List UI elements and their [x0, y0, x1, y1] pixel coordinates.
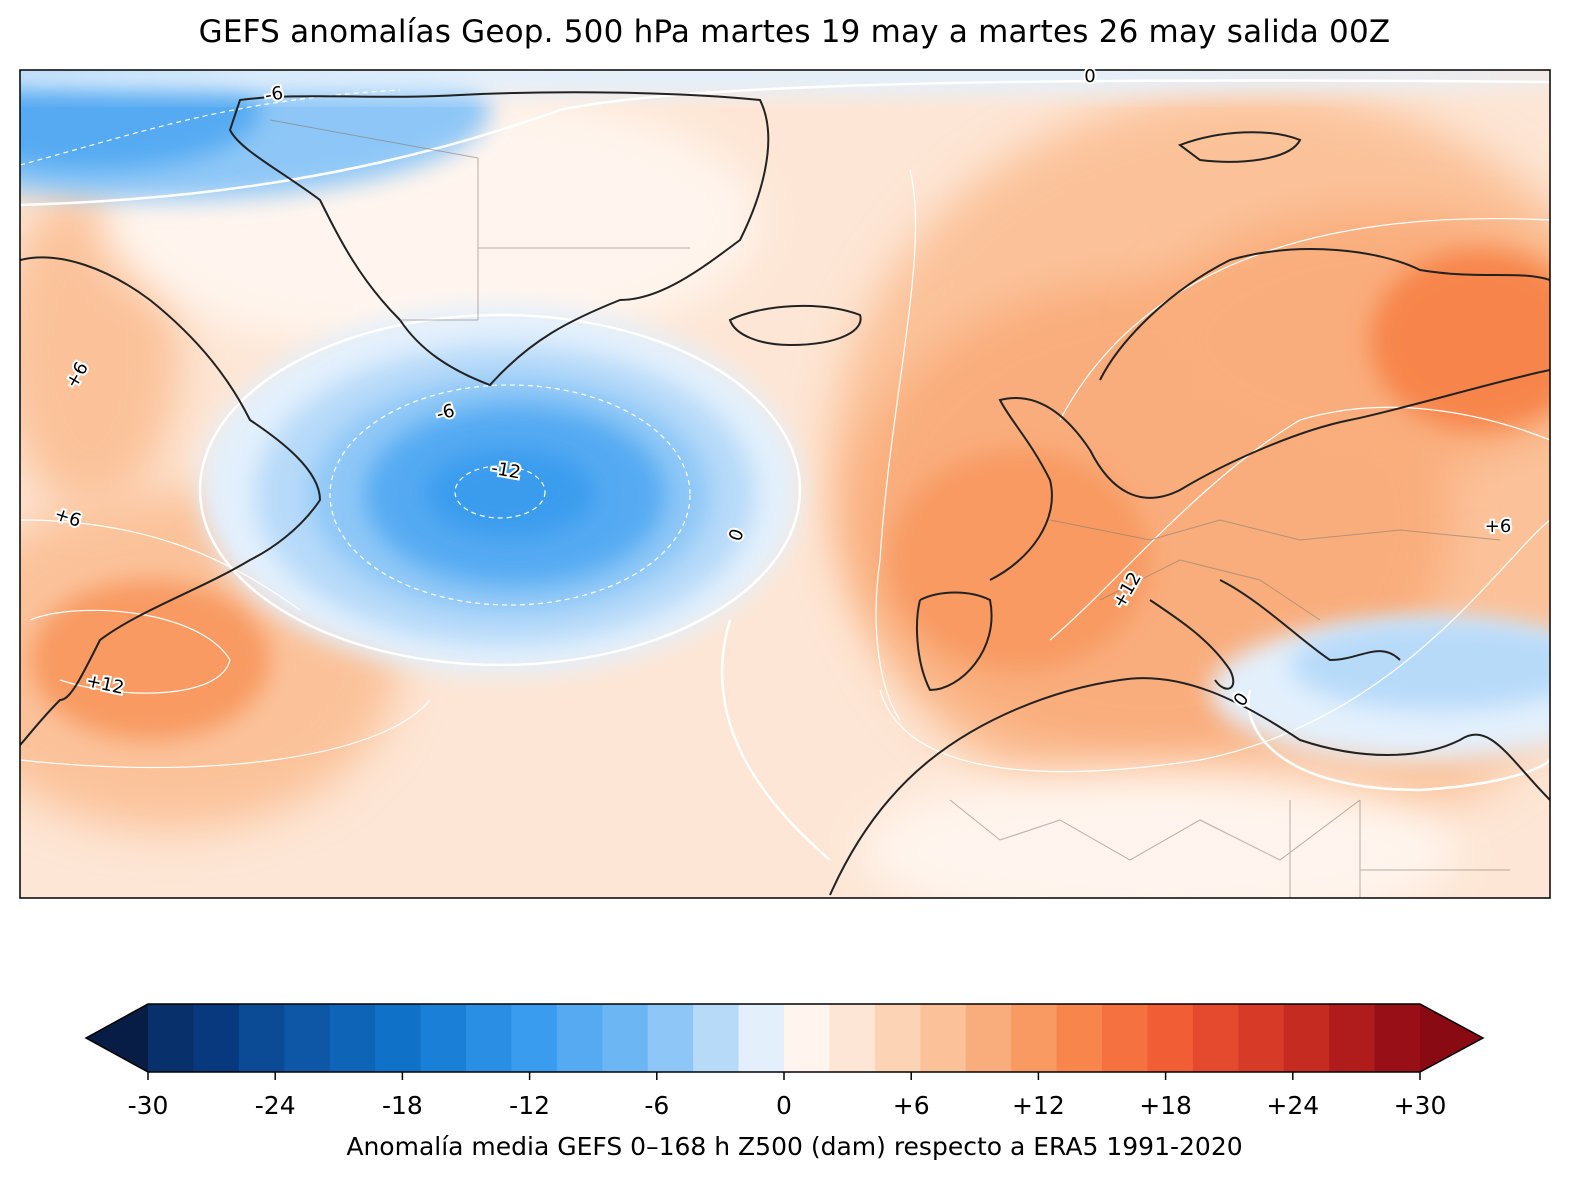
- colorbar-ticks: -30 -24 -18 -12 -6 0 +6 +12 +18 +24 +30: [128, 1072, 1447, 1120]
- colorbar-tick-label: -12: [509, 1091, 550, 1120]
- italy-coast: [1149, 599, 1235, 690]
- colorbar-block: [238, 1004, 285, 1072]
- colorbar-block: [1283, 1004, 1330, 1072]
- colorbar-block: [329, 1004, 376, 1072]
- colorbar-block: [1329, 1004, 1376, 1072]
- colorbar-tick-label: +24: [1266, 1091, 1319, 1120]
- colorbar-blocks: [148, 1004, 1421, 1072]
- colorbar-block: [1238, 1004, 1285, 1072]
- colorbar-block: [738, 1004, 785, 1072]
- coastlines: [20, 91, 1550, 896]
- colorbar-tick-label: -6: [644, 1091, 669, 1120]
- colorbar-block: [193, 1004, 240, 1072]
- contour-label-plus6-east: +6: [1485, 516, 1512, 537]
- colorbar-tick-label: -18: [382, 1091, 423, 1120]
- africa-coast: [829, 677, 1550, 896]
- north-america-coast: [20, 256, 322, 746]
- colorbar-tick-label: 0: [776, 1091, 792, 1120]
- map-frame: [19, 69, 1551, 899]
- colorbar-block: [647, 1004, 694, 1072]
- colorbar-block: [511, 1004, 558, 1072]
- colorbar-block: [965, 1004, 1012, 1072]
- country-borders: [269, 119, 1510, 898]
- balkans-coast: [1219, 579, 1401, 662]
- colorbar-block: [1056, 1004, 1103, 1072]
- colorbar-block: [920, 1004, 967, 1072]
- colorbar-block: [874, 1004, 921, 1072]
- colorbar-block: [1011, 1004, 1058, 1072]
- colorbar-tick-label: -30: [128, 1091, 169, 1120]
- iceland-coast: [728, 304, 862, 347]
- colorbar-block: [1192, 1004, 1239, 1072]
- colorbar-extend-high: [1420, 1004, 1483, 1072]
- colorbar-tick-label: -24: [255, 1091, 296, 1120]
- colorbar-block: [556, 1004, 603, 1072]
- colorbar-tick-label: +12: [1012, 1091, 1065, 1120]
- colorbar-block: [829, 1004, 876, 1072]
- colorbar-extend-low: [86, 1004, 148, 1072]
- colorbar-block: [602, 1004, 649, 1072]
- contour-label-zero-north: 0: [1084, 66, 1095, 87]
- map-title: GEFS anomalías Geop. 500 hPa martes 19 m…: [198, 14, 1391, 50]
- greenland-coast: [228, 91, 770, 387]
- colorbar-tick-label: +18: [1139, 1091, 1192, 1120]
- contour-label-minus6-north: -6: [263, 83, 284, 107]
- scandinavia-coast: [1099, 248, 1550, 381]
- colorbar-block: [148, 1004, 195, 1072]
- colorbar-tick-label: +30: [1394, 1091, 1447, 1120]
- colorbar-block: [1102, 1004, 1149, 1072]
- contour-label-minus12-low: -12: [490, 458, 523, 484]
- colorbar-block: [466, 1004, 513, 1072]
- colorbar-block: [1147, 1004, 1194, 1072]
- europe-coast: [916, 369, 1550, 692]
- colorbar-block: [284, 1004, 331, 1072]
- contour-lines: [20, 79, 1550, 861]
- svalbard-coast: [1177, 131, 1302, 163]
- colorbar-block: [693, 1004, 740, 1072]
- colorbar-block: [784, 1004, 831, 1072]
- colorbar-block: [375, 1004, 422, 1072]
- colorbar-block: [420, 1004, 467, 1072]
- colorbar-label: Anomalía media GEFS 0–168 h Z500 (dam) r…: [346, 1132, 1243, 1161]
- colorbar-block: [1374, 1004, 1421, 1072]
- colorbar-tick-label: +6: [893, 1091, 930, 1120]
